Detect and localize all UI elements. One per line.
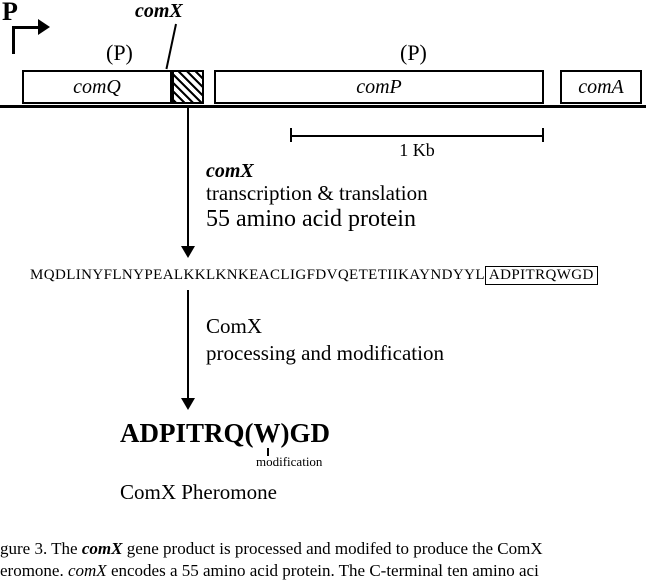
arrow-1-head [181, 246, 195, 258]
step2-line1: ComX [206, 314, 444, 339]
step1-block: comX transcription & translation 55 amin… [206, 160, 428, 233]
arrow-2-line [187, 290, 189, 398]
sequence-prefix: MQDLINYFLNYPEALKKLKNKEACLIGFDVQETETIIKAY… [30, 267, 485, 283]
product-caption: ComX Pheromone [120, 480, 277, 505]
protein-sequence: MQDLINYFLNYPEALKKLKNKEACLIGFDVQETETIIKAY… [30, 266, 598, 285]
gene-comA-label: comA [578, 76, 624, 99]
genome-baseline [0, 105, 646, 108]
scale-bar: 1 Kb [290, 128, 544, 158]
step2-line2: processing and modification [206, 341, 444, 366]
gene-comX-box [172, 70, 204, 104]
figure-caption-line1-post: gene product is processed and modifed to… [122, 539, 542, 558]
step1-title: comX [206, 160, 428, 183]
product-w: W [254, 418, 281, 448]
figure-caption: gure 3. The comX gene product is process… [0, 538, 543, 582]
product-pre: ADPITRQ( [120, 418, 254, 448]
comX-pointer-label: comX [135, 0, 183, 23]
gene-comP-label: comP [356, 76, 402, 99]
gene-comQ-box: comQ [22, 70, 172, 104]
step2-block: ComX processing and modification [206, 314, 444, 366]
figure-caption-comX2: comX [68, 561, 107, 580]
figure-caption-line1-pre: gure 3. The [0, 539, 82, 558]
modification-label: modification [256, 454, 322, 470]
product-post: )GD [281, 418, 331, 448]
step1-line2: transcription & translation [206, 181, 428, 206]
promoter-arrow-head [38, 19, 50, 35]
arrow-1-line [187, 106, 189, 246]
gene-comQ-label: comQ [73, 76, 121, 99]
p-annotation-right: (P) [400, 40, 427, 66]
gene-comP-box: comP [214, 70, 544, 104]
comX-pointer-line [165, 24, 177, 69]
figure-caption-line2-post: encodes a 55 amino acid protein. The C-t… [107, 561, 539, 580]
figure-caption-comX: comX [82, 539, 123, 558]
p-annotation-left: (P) [106, 40, 133, 66]
scale-bar-label: 1 Kb [290, 140, 544, 161]
arrow-2-head [181, 398, 195, 410]
sequence-boxed: ADPITRQWGD [485, 266, 598, 285]
figure-caption-line2-pre: eromone. [0, 561, 68, 580]
product-peptide: ADPITRQ(W)GD [120, 418, 330, 449]
promoter-arrow-horizontal [12, 26, 38, 29]
promoter-label: P [2, 0, 18, 27]
promoter-arrow-stem [12, 26, 15, 54]
gene-comA-box: comA [560, 70, 642, 104]
step1-line3: 55 amino acid protein [206, 206, 428, 233]
